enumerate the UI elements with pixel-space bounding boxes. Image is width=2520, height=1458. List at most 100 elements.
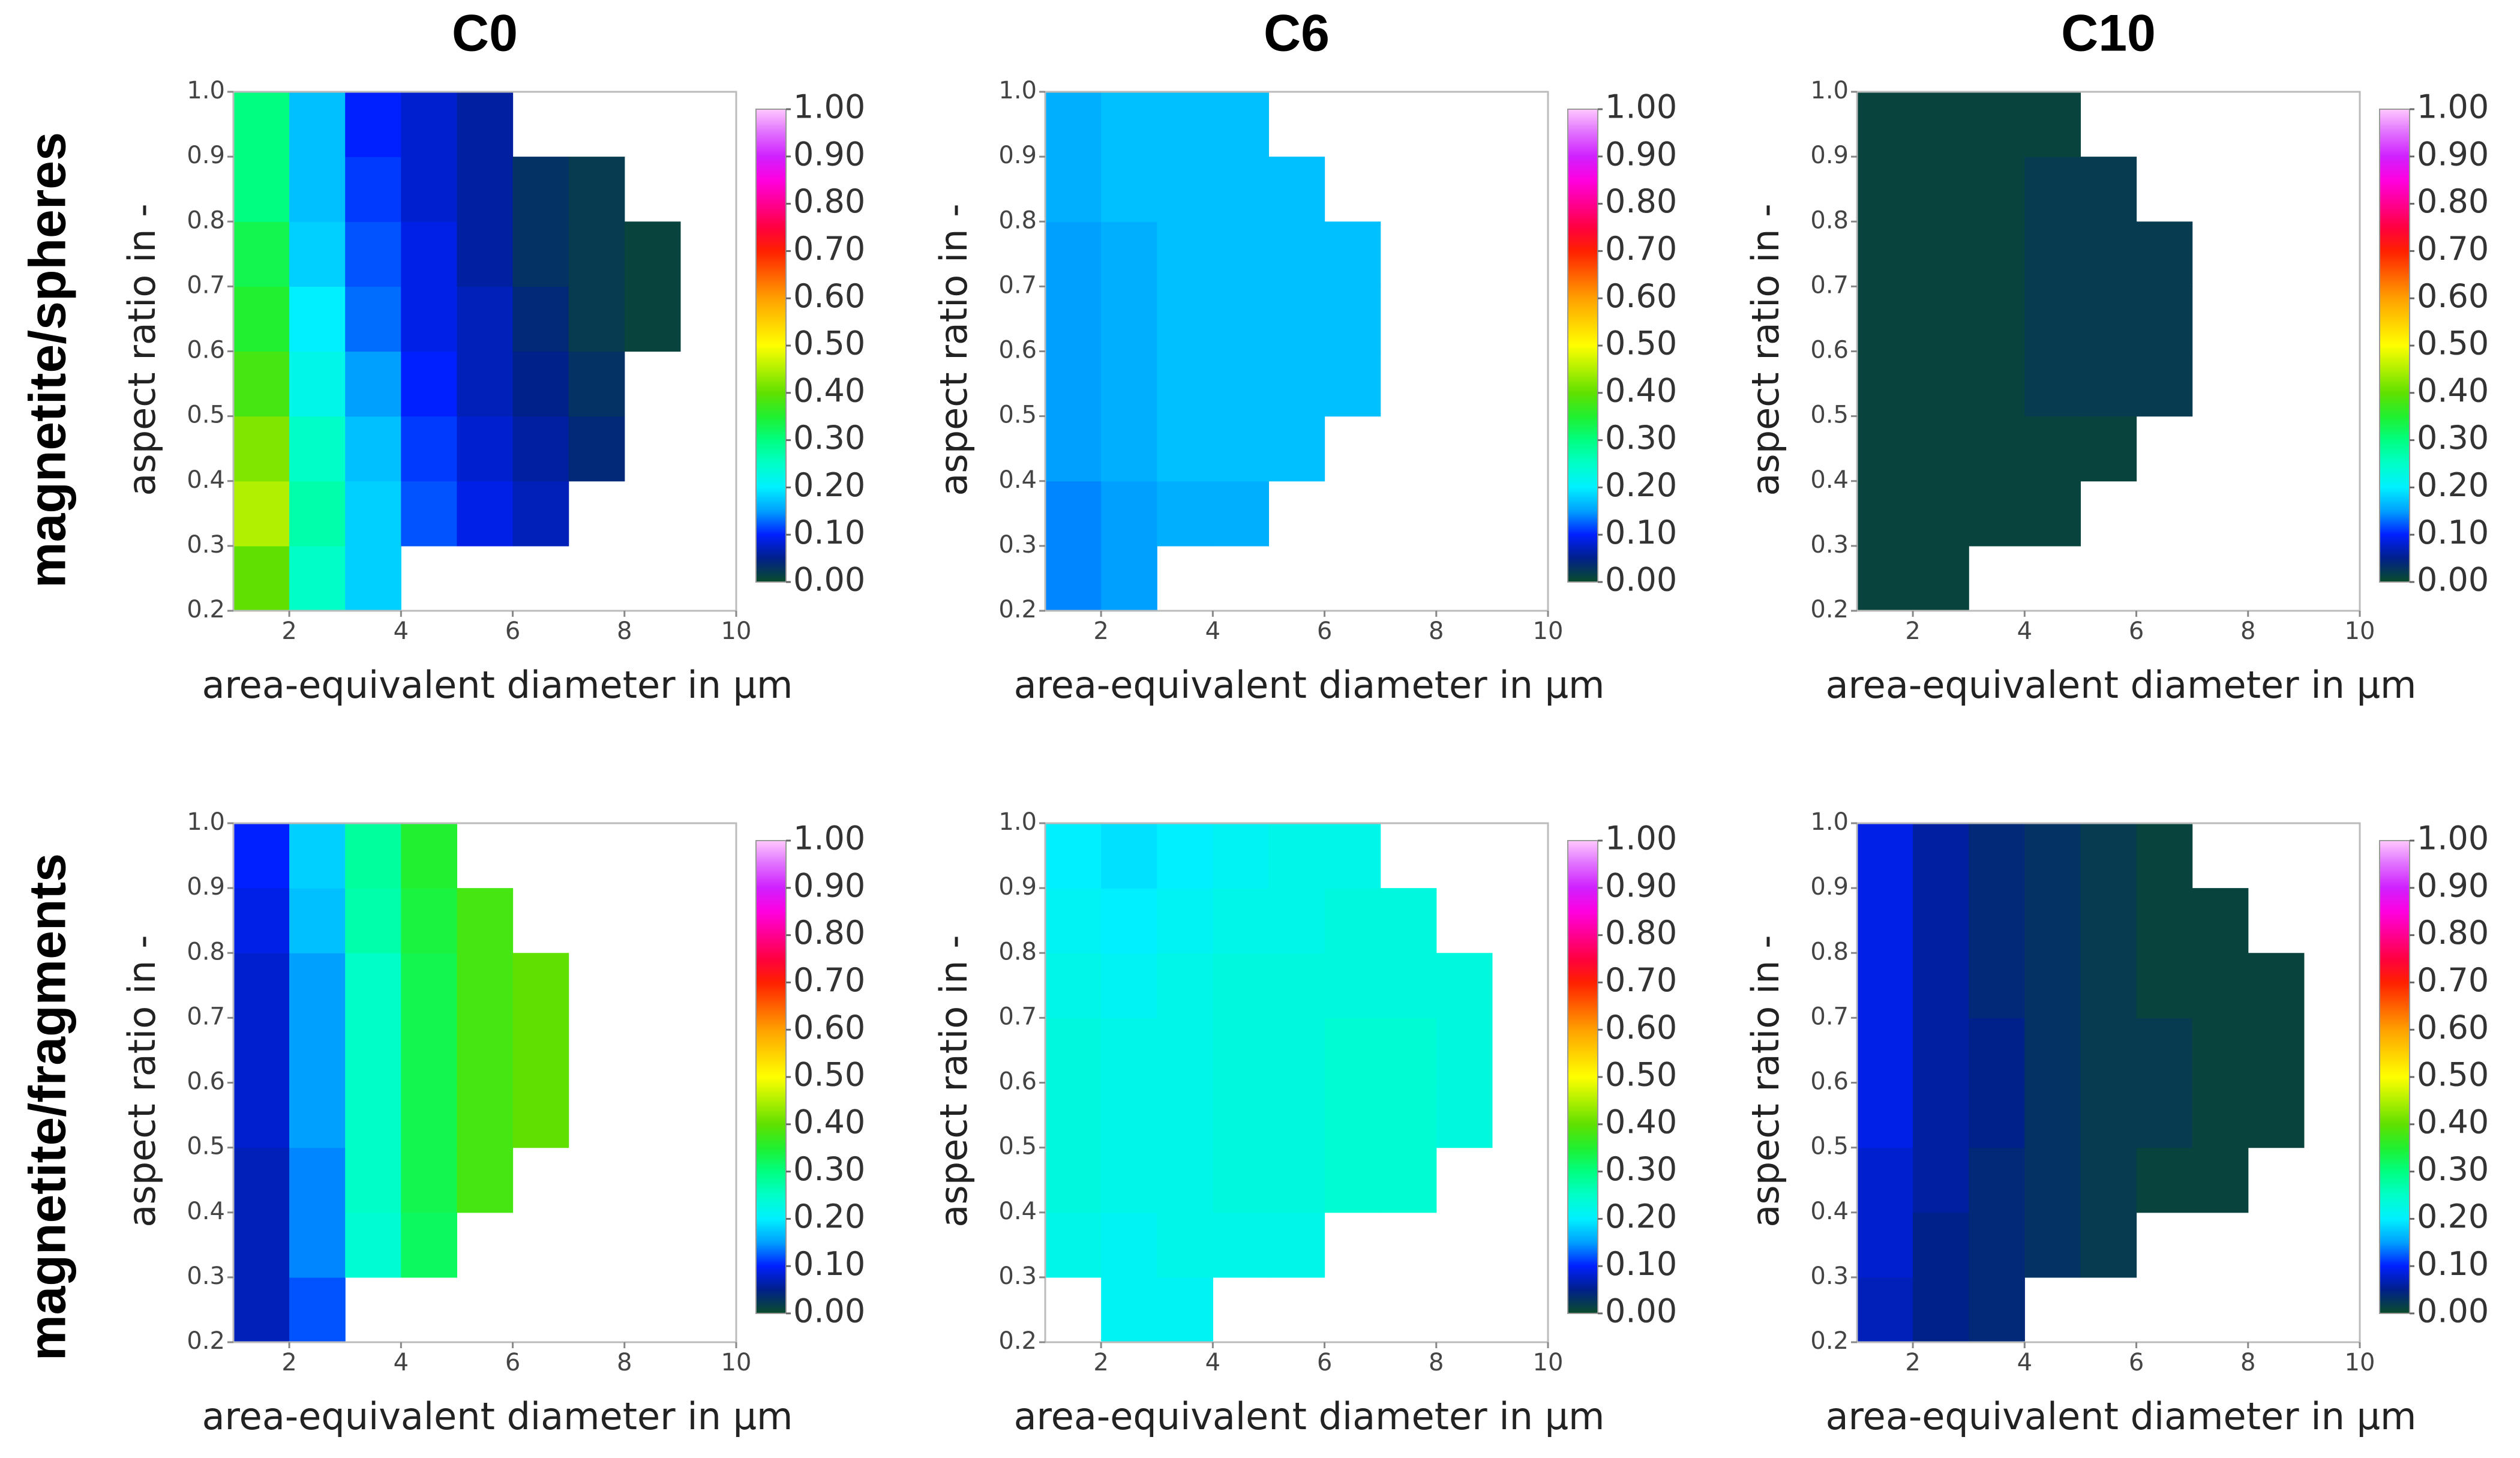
heat-cell — [289, 351, 346, 417]
heat-cell — [289, 92, 346, 157]
heat-cell — [345, 92, 401, 157]
colorbar-tick-label: 0.20 — [2417, 466, 2489, 504]
heat-cell — [1045, 888, 1102, 953]
heat-cell — [2024, 92, 2081, 157]
heat-cell — [1324, 351, 1381, 417]
heat-cell — [1857, 1212, 1913, 1278]
heat-cell — [2024, 221, 2081, 287]
x-tick-label: 10 — [2345, 617, 2375, 645]
heat-cell — [289, 1147, 346, 1213]
heat-cell — [1913, 157, 1969, 222]
heat-cell — [401, 416, 458, 482]
heat-cell — [1101, 1018, 1157, 1084]
colorbar-tick-label: 0.80 — [1605, 182, 1677, 220]
heat-cell — [345, 545, 401, 611]
colorbar-tick-label: 0.00 — [2417, 561, 2489, 599]
heat-cell — [289, 416, 346, 482]
heat-cell — [2192, 1082, 2249, 1148]
y-tick-label: 0.8 — [998, 938, 1037, 965]
colorbar-tick-label: 0.60 — [793, 1009, 865, 1046]
heat-cell — [1857, 1082, 1913, 1148]
heat-cell — [1913, 1277, 1969, 1343]
heat-cell — [1857, 953, 1913, 1018]
heat-cell — [1324, 1018, 1381, 1084]
y-tick-label: 0.6 — [1810, 1068, 1849, 1096]
heat-cell — [1101, 953, 1157, 1018]
heat-cell — [345, 888, 401, 953]
y-axis-label: aspect ratio in - — [120, 203, 164, 496]
heat-cell — [457, 1082, 514, 1148]
heat-cell — [2024, 481, 2081, 547]
x-tick-label: 8 — [1429, 617, 1444, 645]
colorbar — [1567, 840, 1598, 1314]
heat-cell — [233, 481, 290, 547]
heat-cell — [568, 157, 625, 222]
colorbar-tick-label: 0.40 — [1605, 371, 1677, 409]
heat-cell — [457, 221, 514, 287]
y-tick-label: 0.9 — [998, 142, 1037, 169]
heat-cell — [2136, 888, 2193, 953]
heat-cell — [1157, 1147, 1213, 1213]
heat-cell — [1213, 1147, 1270, 1213]
heat-cell — [2136, 953, 2193, 1018]
heat-cell — [2080, 1212, 2137, 1278]
heat-cell — [1913, 351, 1969, 417]
heat-cell — [1268, 416, 1325, 482]
heat-cell — [1101, 221, 1157, 287]
heat-cell — [1101, 351, 1157, 417]
heat-cell — [1157, 416, 1213, 482]
colorbar-tick-label: 0.40 — [793, 1103, 865, 1141]
colorbar-tick-label: 0.40 — [1605, 1103, 1677, 1141]
heat-cell — [1268, 953, 1325, 1018]
y-tick-label: 0.3 — [187, 1262, 225, 1290]
heat-cell — [1969, 953, 2025, 1018]
colorbar-tick-label: 0.50 — [1605, 325, 1677, 362]
heat-cell — [1436, 1082, 1493, 1148]
y-tick-label: 0.2 — [187, 1327, 225, 1355]
heat-cell — [1101, 1212, 1157, 1278]
colorbar-tick-label: 0.40 — [2417, 1103, 2489, 1141]
heat-cell — [1268, 1147, 1325, 1213]
heat-cell — [1045, 1147, 1102, 1213]
heat-cell — [1213, 92, 1270, 157]
x-tick-label: 2 — [1905, 1349, 1920, 1376]
y-tick-label: 0.3 — [998, 1262, 1037, 1290]
colorbar-tick-label: 0.20 — [2417, 1198, 2489, 1235]
y-tick-label: 0.3 — [1810, 1262, 1849, 1290]
heat-cell — [1913, 92, 1969, 157]
y-tick-label: 0.3 — [187, 531, 225, 559]
heat-cell — [1101, 92, 1157, 157]
panel: 2 4 6 8 10 0.2 0.3 0.4 0.5 0.6 0.7 0.8 0.9 1.0 area-eq… — [1744, 808, 2489, 1438]
heat-cell — [233, 157, 290, 222]
y-tick-label: 0.2 — [1810, 1327, 1849, 1355]
heat-cell — [1101, 823, 1157, 889]
heat-cell — [1969, 1018, 2025, 1084]
heat-cell — [1101, 157, 1157, 222]
heat-cell — [1045, 351, 1102, 417]
colorbar-tick-label: 0.70 — [793, 961, 865, 999]
x-tick-label: 8 — [617, 617, 632, 645]
heat-cell — [1969, 1147, 2025, 1213]
heat-cell — [1045, 481, 1102, 547]
y-tick-label: 0.4 — [187, 466, 225, 494]
heat-cell — [1213, 481, 1270, 547]
colorbar-tick-label: 0.80 — [2417, 914, 2489, 952]
y-tick-label: 0.9 — [187, 142, 225, 169]
heat-cell — [2080, 351, 2137, 417]
colorbar — [2379, 109, 2410, 583]
heat-cell — [233, 1082, 290, 1148]
heat-cell — [1913, 1147, 1969, 1213]
heat-cell — [512, 953, 569, 1018]
heat-cell — [1157, 286, 1213, 352]
x-tick-label: 4 — [394, 617, 409, 645]
colorbar — [1567, 109, 1598, 583]
heat-cell — [1969, 823, 2025, 889]
heat-cell — [233, 1277, 290, 1343]
colorbar-tick-label: 1.00 — [793, 88, 865, 126]
y-tick-label: 0.5 — [1810, 401, 1849, 429]
heat-cell — [401, 286, 458, 352]
heat-cell — [401, 351, 458, 417]
heat-cell — [2192, 888, 2249, 953]
heat-cell — [1268, 351, 1325, 417]
